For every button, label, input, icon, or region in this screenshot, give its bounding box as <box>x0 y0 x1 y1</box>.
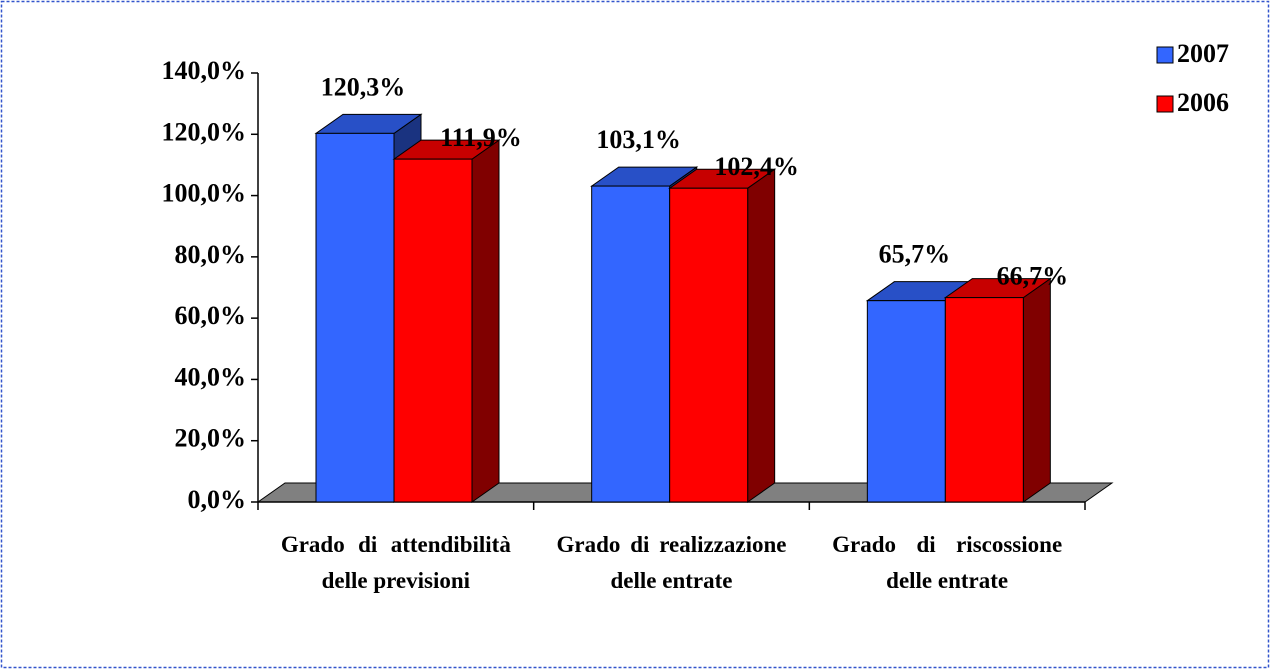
y-tick-label: 0,0% <box>188 485 247 514</box>
bar <box>944 297 1024 503</box>
bar <box>669 187 749 503</box>
y-tick-label: 60,0% <box>175 301 247 330</box>
data-label: 65,7% <box>879 240 951 269</box>
bar <box>591 185 671 503</box>
y-tick-label: 80,0% <box>175 240 247 269</box>
bar <box>866 300 946 503</box>
y-tick-label: 100,0% <box>162 179 247 208</box>
x-tick-label: Grado di realizzazione delle entrate <box>556 532 787 593</box>
data-label: 111,9% <box>440 123 522 152</box>
legend-label: 2007 <box>1177 39 1229 68</box>
y-tick-label: 120,0% <box>162 117 247 146</box>
legend-swatch <box>1156 95 1174 113</box>
x-tick-label: Grado di riscossione delle entrate <box>832 532 1063 593</box>
bar-side <box>471 139 500 503</box>
y-tick-label: 20,0% <box>175 424 247 453</box>
data-label: 120,3% <box>321 72 406 101</box>
bar-side <box>747 168 776 503</box>
x-tick-label: Grado di attendibilità delle previsioni <box>280 532 511 593</box>
data-label: 103,1% <box>596 125 681 154</box>
bar <box>393 158 473 503</box>
bar <box>315 132 395 503</box>
legend-label: 2006 <box>1177 88 1229 117</box>
y-tick-label: 40,0% <box>175 362 247 391</box>
data-label: 66,7% <box>997 262 1069 291</box>
data-label: 102,4% <box>714 152 799 181</box>
y-tick-label: 140,0% <box>162 56 247 85</box>
bar-side <box>1022 277 1051 503</box>
legend-swatch <box>1156 46 1174 64</box>
